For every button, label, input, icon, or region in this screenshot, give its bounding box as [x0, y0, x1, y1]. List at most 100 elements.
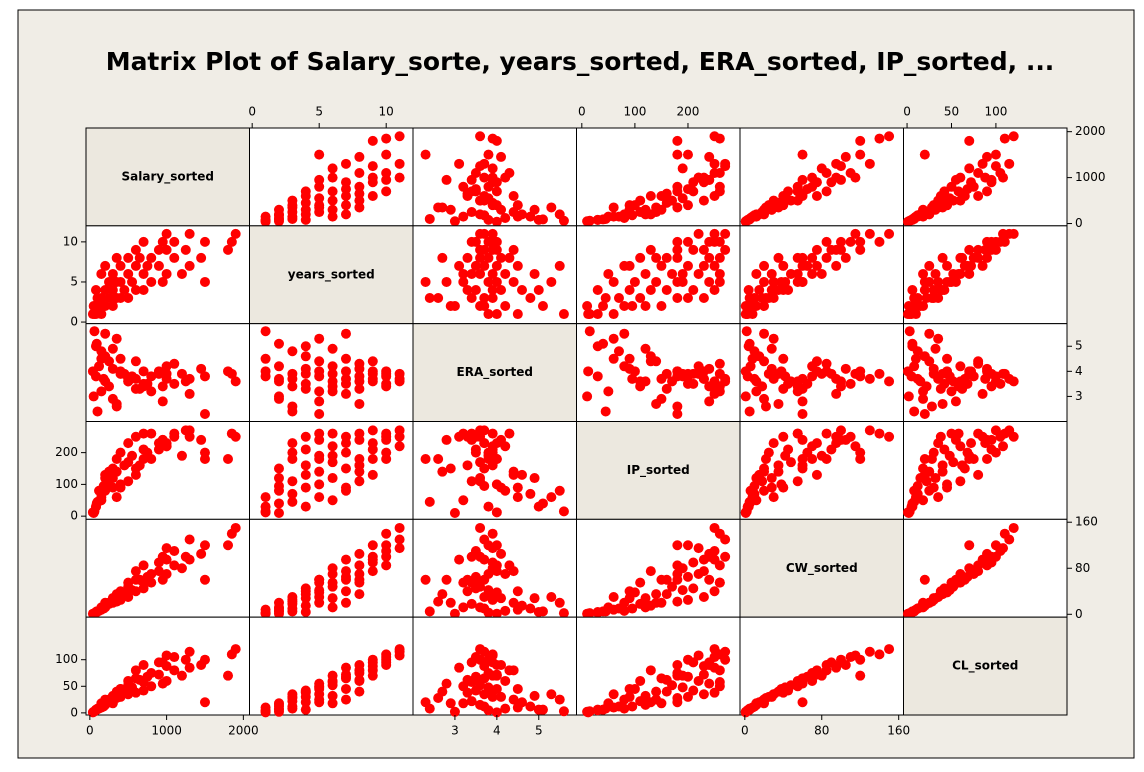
point — [693, 650, 704, 661]
point — [855, 135, 866, 146]
point — [751, 268, 762, 279]
point — [698, 592, 709, 603]
point — [161, 268, 172, 279]
point — [624, 683, 635, 694]
point — [811, 469, 822, 480]
point — [760, 453, 771, 464]
point — [930, 268, 941, 279]
point — [672, 660, 683, 671]
point — [759, 694, 770, 705]
point — [821, 428, 832, 439]
point — [831, 373, 842, 384]
point — [223, 244, 234, 255]
point — [554, 485, 565, 496]
point — [768, 492, 779, 503]
point — [169, 560, 180, 571]
point — [381, 551, 392, 562]
point — [982, 366, 993, 377]
point — [672, 186, 683, 197]
point — [651, 589, 662, 600]
point — [613, 293, 624, 304]
point — [640, 593, 651, 604]
point — [87, 507, 98, 518]
x-tick-label: 1000 — [151, 724, 182, 738]
point — [924, 466, 935, 477]
point — [937, 589, 948, 600]
point — [287, 213, 298, 224]
point — [714, 560, 725, 571]
point — [176, 670, 187, 681]
point — [367, 566, 378, 577]
point — [902, 216, 913, 227]
point — [778, 431, 789, 442]
point — [441, 574, 452, 585]
point — [381, 371, 392, 382]
point — [367, 540, 378, 551]
point — [973, 252, 984, 263]
point — [704, 551, 715, 562]
point — [273, 361, 284, 372]
point — [130, 356, 141, 367]
point — [517, 469, 527, 480]
y-tick-label: 2000 — [1075, 124, 1106, 138]
point — [354, 589, 365, 600]
point — [491, 309, 502, 320]
point — [627, 701, 638, 712]
point — [458, 698, 469, 709]
point — [924, 356, 935, 367]
point — [902, 507, 913, 518]
point — [709, 284, 720, 295]
point — [260, 507, 271, 518]
point — [161, 675, 172, 686]
point — [87, 707, 98, 718]
point — [821, 252, 832, 263]
point — [835, 425, 846, 436]
point — [161, 361, 172, 372]
point — [619, 260, 630, 271]
point — [169, 545, 180, 556]
point — [394, 534, 405, 545]
point — [918, 268, 929, 279]
point — [864, 373, 875, 384]
point — [957, 574, 968, 585]
point — [327, 186, 338, 197]
point — [223, 670, 234, 681]
point — [115, 482, 126, 493]
point — [533, 606, 544, 617]
point — [672, 244, 683, 255]
point — [759, 209, 770, 220]
point — [768, 276, 779, 287]
point — [850, 441, 861, 452]
point — [157, 381, 168, 392]
point — [230, 376, 241, 387]
point — [608, 276, 619, 287]
point — [973, 566, 984, 577]
x-tick-label: 10 — [379, 105, 394, 119]
point — [759, 328, 770, 339]
point — [709, 228, 720, 239]
point — [797, 188, 808, 199]
point — [704, 174, 715, 185]
point — [354, 574, 365, 585]
point — [964, 540, 975, 551]
point — [759, 260, 770, 271]
point — [92, 406, 103, 417]
point — [479, 172, 490, 183]
point — [627, 373, 638, 384]
point — [627, 301, 638, 312]
point — [759, 393, 770, 404]
point — [260, 326, 271, 337]
point — [123, 457, 134, 468]
point — [982, 186, 993, 197]
point — [340, 671, 351, 682]
point — [661, 574, 672, 585]
point — [314, 574, 325, 585]
point — [950, 276, 961, 287]
point — [314, 193, 325, 204]
variable-name: Salary_sorted — [122, 169, 214, 184]
point — [651, 686, 662, 697]
point — [184, 646, 195, 657]
point — [153, 244, 164, 255]
point — [682, 594, 693, 605]
point — [340, 683, 351, 694]
